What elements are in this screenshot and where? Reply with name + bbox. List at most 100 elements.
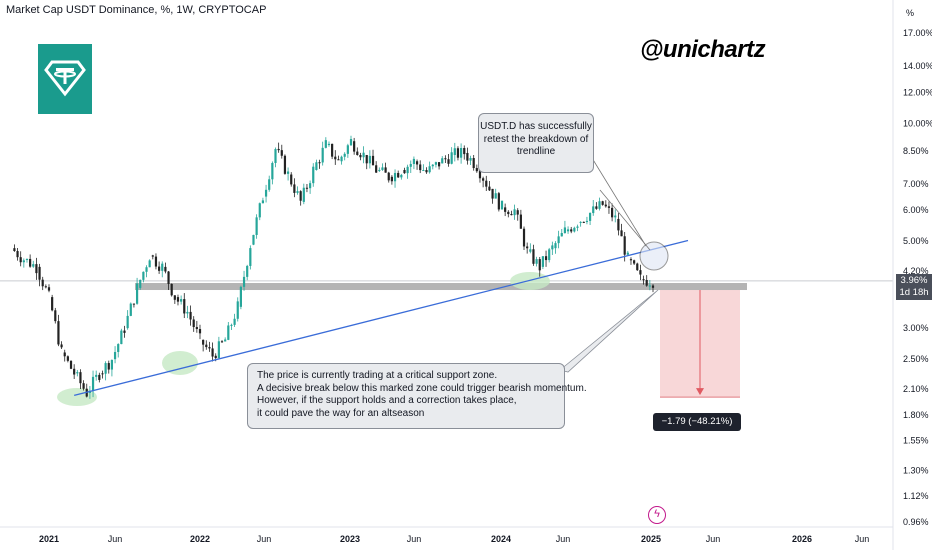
y-tick-label: 3.00% [903,323,929,333]
annotation-line: However, if the support holds and a corr… [257,395,517,406]
candle-body [205,344,208,348]
candle-body [176,297,180,302]
trendline [74,239,689,397]
candle-body [611,207,614,218]
candle-body [239,286,242,307]
candle-body [324,140,327,148]
y-tick-label: 1.55% [903,435,929,445]
candle-body [44,286,47,288]
candle-body [60,344,63,348]
candle-body [82,383,85,389]
candle-body [535,259,538,264]
tether-logo [38,44,92,114]
y-tick-label: 8.50% [903,146,929,156]
callout-pointer [591,157,647,247]
y-tick-label: 17.00% [903,28,932,38]
candle-body [110,359,114,370]
candle-body [415,161,419,165]
candle-body [633,260,636,264]
candle-body [167,271,170,284]
candle-body [315,162,318,170]
candle-body [375,165,378,173]
candle-body [626,252,629,255]
candle-body [362,152,365,158]
candle-body [450,152,453,164]
candle-body [286,171,290,174]
candle-body [554,243,557,249]
candle-body [422,170,425,172]
candle-body [460,148,463,158]
candle-body [19,257,22,263]
candle-body [617,218,620,231]
candle-body [582,221,585,223]
candle-body [393,172,397,182]
candle-body [614,215,617,218]
candle-body [277,148,280,151]
candle-body [305,187,309,189]
candle-body [13,248,16,252]
candle-body [491,188,494,199]
candle-body [211,348,214,357]
candle-body [271,162,274,180]
candle-body [349,139,353,146]
candle-body [387,172,390,181]
candle-body [488,186,491,191]
candle-body [579,221,582,223]
candle-body [538,259,541,271]
candle-body [120,330,123,345]
candle-body [598,201,601,209]
candle-body [456,148,460,158]
candle-body [532,249,535,264]
last-price-value: 3.96% [900,275,928,286]
candle-body [16,251,19,258]
candle-body [384,167,387,173]
candle-body [403,169,406,174]
candle-body [563,227,567,233]
candle-body [428,166,431,173]
candle-body [38,266,41,280]
candle-body [371,155,375,166]
candle-body [98,374,101,380]
annotation-line: retest the breakdown of [483,133,589,145]
candle-body [268,179,271,190]
candle-body [107,363,110,370]
candle-body [186,311,189,314]
x-tick-label: 2024 [491,534,511,544]
candle-body [390,176,393,182]
candle-body [148,260,151,268]
candle-body [113,351,117,360]
candle-body [321,147,324,163]
candle-body [504,207,507,212]
candle-body [161,263,164,271]
candle-body [469,158,472,161]
candle-body [434,162,438,165]
candle-body [261,200,265,204]
retest-annotation[interactable]: USDT.D has successfully retest the break… [478,113,594,173]
candle-body [425,170,428,173]
candle-body [76,372,79,374]
candle-body [54,310,57,322]
candle-body [497,193,500,210]
candle-body [63,352,66,357]
candle-body [645,280,648,286]
candle-body [368,155,371,164]
candle-body [101,373,104,375]
candle-body [623,236,626,255]
support-annotation[interactable]: The price is currently trading at a crit… [247,363,587,429]
candle-body [230,324,233,326]
candle-body [409,163,412,167]
annotation-line: A decisive break below this marked zone … [257,382,587,394]
candle-body [318,162,321,164]
x-tick-label: Jun [855,534,870,544]
candle-body [236,301,239,319]
candle-body [126,315,129,329]
candle-body [208,347,211,349]
support-zone [135,283,747,291]
bolt-icon[interactable]: ϟ [648,506,666,524]
y-tick-label: 1.30% [903,465,929,475]
candle-body [73,368,76,375]
candle-body [444,158,447,160]
candles [13,135,655,399]
